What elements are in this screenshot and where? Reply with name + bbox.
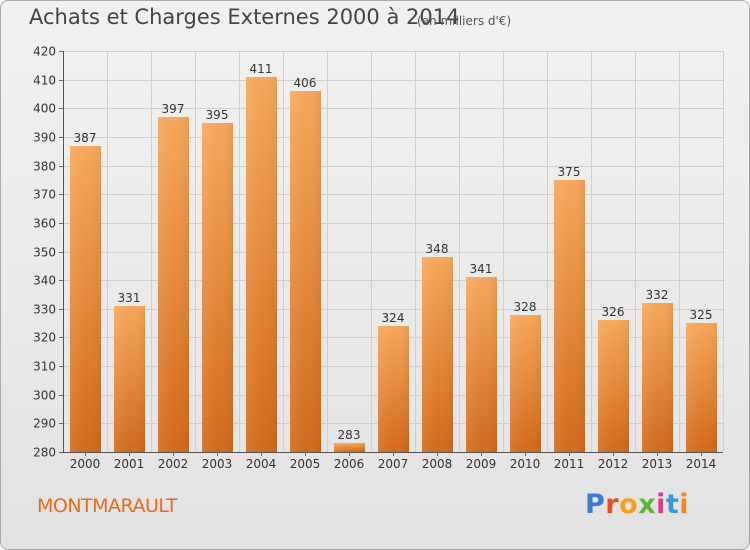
data-label-2003: 395 bbox=[206, 108, 229, 122]
bar-shine-2009 bbox=[466, 277, 497, 452]
y-tick-label: 310 bbox=[33, 360, 56, 374]
x-tick-label: 2011 bbox=[554, 457, 585, 471]
data-label-2012: 326 bbox=[602, 305, 625, 319]
bar-shine-2012 bbox=[598, 320, 629, 452]
bar-shine-2001 bbox=[114, 306, 145, 452]
bar-shine-2013 bbox=[642, 303, 673, 452]
bar-shine-2006 bbox=[334, 443, 365, 452]
bar-shine-2000 bbox=[70, 146, 101, 452]
x-tick-label: 2012 bbox=[598, 457, 629, 471]
data-label-2002: 397 bbox=[162, 102, 185, 116]
data-label-2014: 325 bbox=[690, 308, 713, 322]
y-tick-label: 290 bbox=[33, 417, 56, 431]
axes: 280 290 300 310 320 330 340 350 360 370 380 390 400 4… bbox=[33, 45, 723, 471]
proxiti-logo: Proxiti bbox=[585, 489, 689, 520]
y-tick-label: 400 bbox=[33, 102, 56, 116]
bar-shine-2005 bbox=[290, 91, 321, 452]
data-label-2011: 375 bbox=[558, 165, 581, 179]
x-tick-label: 2009 bbox=[466, 457, 497, 471]
x-tick-label: 2000 bbox=[70, 457, 101, 471]
data-label-2005: 406 bbox=[294, 76, 317, 90]
y-tick-label: 420 bbox=[33, 45, 56, 59]
logo-letter: t bbox=[665, 489, 680, 520]
data-labels: 387 331 397 395 411 406 283 324 348 341 328 375 326 3… bbox=[74, 62, 713, 442]
data-label-2010: 328 bbox=[514, 300, 537, 314]
x-tick-label: 2007 bbox=[378, 457, 409, 471]
x-tick-label: 2003 bbox=[202, 457, 233, 471]
y-tick-label: 360 bbox=[33, 217, 56, 231]
data-label-2001: 331 bbox=[118, 291, 141, 305]
bar-shine-2007 bbox=[378, 326, 409, 452]
data-label-2000: 387 bbox=[74, 131, 97, 145]
commune-name: MONTMARAULT bbox=[37, 495, 177, 517]
bars bbox=[70, 77, 717, 452]
bar-shine-2004 bbox=[246, 77, 277, 452]
x-tick-label: 2004 bbox=[246, 457, 277, 471]
y-tick-label: 370 bbox=[33, 188, 56, 202]
bar-shine-2008 bbox=[422, 257, 453, 452]
logo-letter: o bbox=[619, 489, 639, 520]
x-tick-label: 2013 bbox=[642, 457, 673, 471]
chart-subtitle: (en milliers d'€) bbox=[417, 14, 512, 28]
bar-shine-2002 bbox=[158, 117, 189, 452]
data-label-2006: 283 bbox=[338, 428, 361, 442]
data-label-2008: 348 bbox=[426, 242, 449, 256]
x-tick-label: 2014 bbox=[686, 457, 717, 471]
data-label-2007: 324 bbox=[382, 311, 405, 325]
x-tick-label: 2006 bbox=[334, 457, 365, 471]
y-tick-label: 380 bbox=[33, 160, 56, 174]
bar-shine-2011 bbox=[554, 180, 585, 452]
logo-letter: x bbox=[638, 489, 657, 520]
data-label-2009: 341 bbox=[470, 262, 493, 276]
x-tick-label: 2005 bbox=[290, 457, 321, 471]
y-tick-label: 410 bbox=[33, 74, 56, 88]
bar-shine-2003 bbox=[202, 123, 233, 452]
y-tick-label: 330 bbox=[33, 303, 56, 317]
x-tick-label: 2002 bbox=[158, 457, 189, 471]
y-tick-label: 340 bbox=[33, 274, 56, 288]
logo-letter: i bbox=[656, 489, 666, 520]
chart-title: Achats et Charges Externes 2000 à 2014 bbox=[29, 5, 460, 29]
x-tick-label: 2010 bbox=[510, 457, 541, 471]
y-tick-label: 320 bbox=[33, 331, 56, 345]
y-tick-label: 300 bbox=[33, 389, 56, 403]
x-tick-label: 2008 bbox=[422, 457, 453, 471]
bar-shine-2010 bbox=[510, 315, 541, 452]
data-label-2004: 411 bbox=[250, 62, 273, 76]
bar-shine-2014 bbox=[686, 323, 717, 452]
y-tick-label: 390 bbox=[33, 131, 56, 145]
logo-letter: P bbox=[585, 489, 606, 520]
logo-letter: i bbox=[679, 489, 690, 520]
data-label-2013: 332 bbox=[646, 288, 669, 302]
x-tick-label: 2001 bbox=[114, 457, 145, 471]
logo-letter: r bbox=[605, 489, 620, 520]
y-tick-label: 350 bbox=[33, 246, 56, 260]
y-tick-label: 280 bbox=[33, 446, 56, 460]
